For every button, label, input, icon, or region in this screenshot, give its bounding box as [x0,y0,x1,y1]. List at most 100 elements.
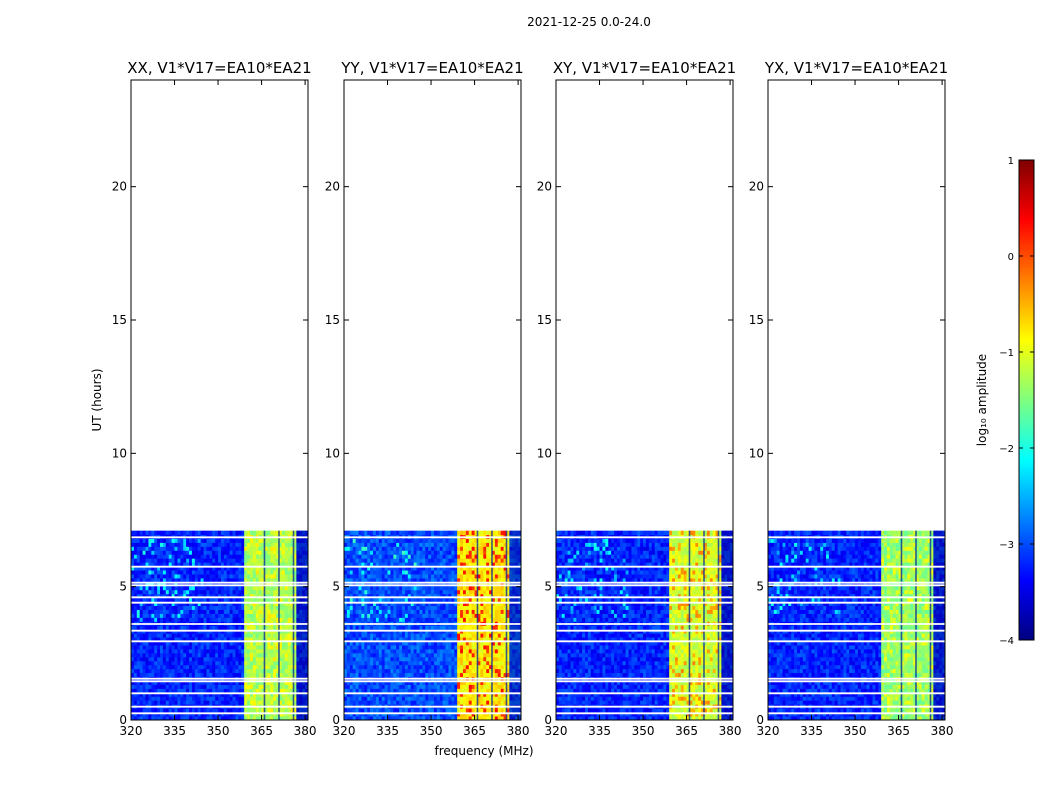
heatmap-cell [131,550,135,555]
heatmap-cell [477,700,481,705]
heatmap-cell [416,660,420,666]
heatmap-cell [226,589,231,595]
heatmap-cell [370,716,374,721]
heatmap-cell [468,601,473,607]
heatmap-cell [506,633,510,638]
heatmap-cell [378,712,383,717]
heatmap-cell [445,716,449,721]
heatmap-cell [133,652,138,658]
heatmap-cell [355,692,359,697]
heatmap-cell [471,672,475,678]
heatmap-cell [189,633,193,638]
heatmap-cell [191,641,196,646]
heatmap-cell [396,684,400,689]
heatmap-cell [381,692,386,697]
heatmap-cell [483,684,487,689]
heatmap-cell [151,708,155,713]
heatmap-cell [390,700,394,705]
heatmap-cell [302,589,306,595]
heatmap-cell [244,578,248,583]
heatmap-cell [241,597,245,603]
heatmap-cell [203,538,207,543]
heatmap-cell [506,637,510,642]
heatmap-cell [281,585,286,591]
heatmap-cell [393,708,397,713]
heatmap-cell [503,601,507,607]
heatmap-cell [468,672,473,678]
heatmap-cell [474,692,478,697]
heatmap-cell [249,554,254,559]
heatmap-cell [276,581,280,587]
heatmap-cell [439,601,444,607]
heatmap-cell [518,605,522,610]
heatmap-cell [396,708,400,713]
heatmap-cell [284,625,289,630]
heatmap-cell [284,581,289,587]
heatmap-cell [252,625,257,630]
heatmap-cell [422,668,426,674]
heatmap-cell [186,716,190,721]
heatmap-cell [171,566,175,571]
heatmap-cell [136,578,141,583]
heatmap-cell [448,672,452,678]
heatmap-cell [139,581,143,587]
heatmap-cell [509,589,513,595]
heatmap-cell [270,570,274,575]
heatmap-cell [518,684,522,689]
heatmap-cell [226,546,231,551]
heatmap-cell [451,637,455,642]
heatmap-cell [503,656,507,662]
heatmap-cell [183,625,187,630]
heatmap-cell [197,633,202,638]
heatmap-cell [220,605,225,610]
heatmap-cell [506,696,510,701]
heatmap-cell [151,716,155,721]
heatmap-cell [284,613,289,618]
heatmap-cell [402,605,406,610]
heatmap-cell [215,566,219,571]
heatmap-cell [346,684,351,689]
heatmap-cell [302,613,306,618]
heatmap-cell [290,645,294,650]
heatmap-cell [346,605,351,610]
heatmap-cell [162,562,167,567]
heatmap-cell [206,625,210,630]
heatmap-cell [290,589,294,595]
heatmap-cell [160,688,164,693]
heatmap-cell [157,570,161,575]
heatmap-cell [483,656,487,662]
heatmap-cell [194,578,199,583]
heatmap-cell [399,680,403,685]
heatmap-cell [151,684,155,689]
heatmap-cell [442,589,446,595]
heatmap-cell [218,700,222,705]
heatmap-cell [445,656,449,662]
heatmap-cell [136,688,141,693]
heatmap-cell [194,712,199,717]
heatmap-cell [232,716,236,721]
heatmap-cell [299,585,303,591]
heatmap-cell [247,688,251,693]
heatmap-cell [515,613,519,618]
heatmap-cell [370,708,374,713]
heatmap-cell [390,625,394,630]
heatmap-cell [486,601,490,607]
heatmap-cell [433,601,438,607]
heatmap-cell [241,538,245,543]
heatmap-cell [460,700,464,705]
heatmap-cell [352,688,356,693]
heatmap-cell [278,554,283,559]
heatmap-cell [241,684,245,689]
heatmap-cell [290,696,294,701]
heatmap-cell [390,605,394,610]
heatmap-cell [284,593,289,599]
heatmap-cell [287,530,291,536]
heatmap-cell [431,609,435,614]
heatmap-cell [471,652,475,658]
heatmap-cell [160,593,164,599]
heatmap-cell [390,696,394,701]
heatmap-cell [171,708,175,713]
heatmap-cell [390,641,394,646]
heatmap-cell [133,656,138,662]
heatmap-cell [160,538,164,543]
